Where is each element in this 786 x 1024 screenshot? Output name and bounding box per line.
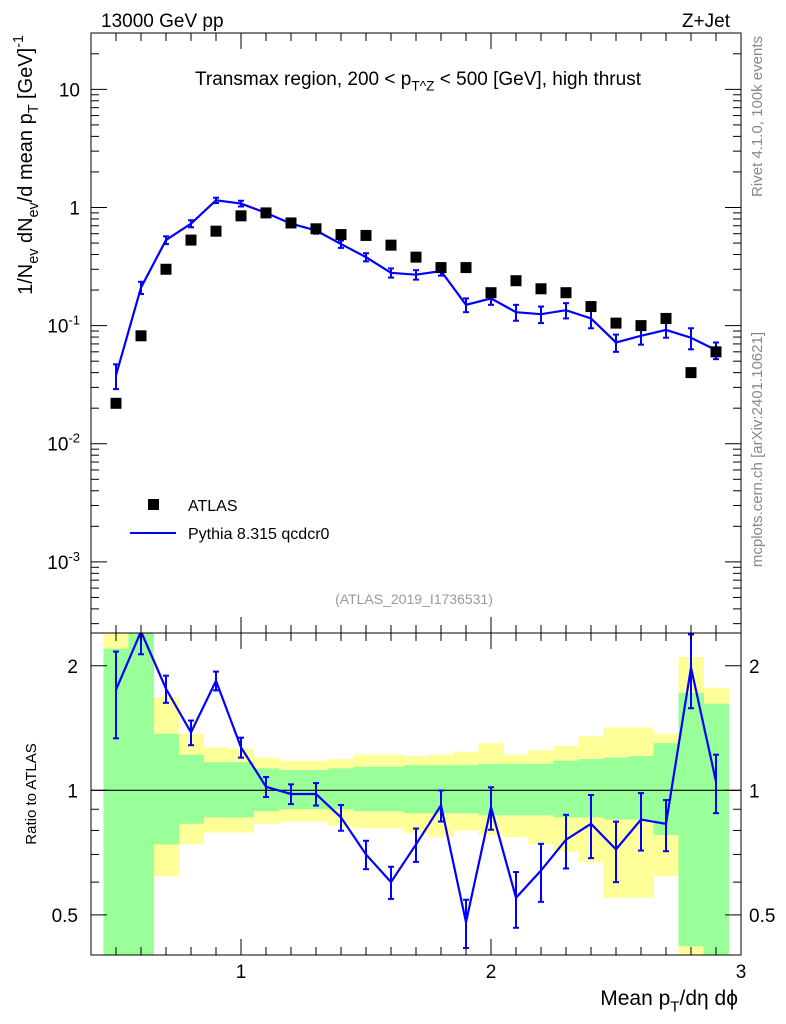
atlas-marker [260,207,272,219]
atlas-marker [535,283,547,295]
legend: ATLAS Pythia 8.315 qcdcr0 [130,498,330,543]
ratio-series [113,633,719,949]
x-tick-label: 2 [486,962,497,983]
ratio-y-tick-label-right: 2 [749,657,760,678]
ratio-y-axis-label: Ratio to ATLAS [23,743,40,844]
main-y-axis-label: 1/Nev dNev/d mean pT [GeV]-1 [11,35,42,295]
inner-band-bin [678,692,704,947]
inner-band-bin [703,703,729,955]
mcplots-label: mcplots.cern.ch [arXiv:2401.10621] [749,332,766,567]
inner-band-bin [328,768,354,810]
atlas-marker [410,251,422,263]
atlas-marker [460,262,472,274]
legend-atlas-label: ATLAS [188,498,238,515]
x-tick-labels: 1 2 3 [236,962,747,983]
atlas-marker [210,225,222,237]
inner-band-bin [178,754,204,824]
ratio-y-tick-label-right: 0.5 [749,906,775,927]
ratio-panel: 0.5 0.5 1 1 2 2 1 2 3 Ratio to ATLAS Mean pT/dη… [23,632,776,1015]
atlas-marker [160,263,172,275]
main-y-tick-label: 10 [59,80,80,101]
atlas-marker [285,217,297,229]
atlas-marker [560,287,572,299]
atlas-marker [110,397,122,409]
atlas-marker [635,320,647,332]
atlas-marker [135,330,147,342]
atlas-marker [610,317,622,329]
atlas-marker [660,312,672,324]
atlas-marker [310,223,322,235]
atlas-marker [235,210,247,222]
atlas-series [110,207,722,409]
atlas-marker [185,234,197,246]
uncertainty-band-inner [103,633,729,955]
ratio-y-tick-label-right: 1 [749,781,760,802]
main-frame [90,32,742,634]
atlas-marker [435,262,447,274]
atlas-marker [385,239,397,251]
inner-band-bin [603,757,629,820]
inner-band-bin [403,765,429,814]
atlas-marker [360,229,372,241]
main-y-tick-labels: 10-3 10-2 10-1 1 10 [47,80,80,574]
atlas-marker [335,229,347,241]
main-y-tick-label: 1 [69,198,80,219]
x-tick-label: 3 [736,962,747,983]
inner-band-bin [553,760,579,818]
pythia-line [114,199,717,376]
legend-pythia-label: Pythia 8.315 qcdcr0 [188,526,330,543]
ratio-y-tick-label-left: 0.5 [52,906,78,927]
x-tick-label: 1 [236,962,247,983]
inner-band-bin [153,733,179,845]
legend-atlas-marker [148,499,159,510]
inner-band-bin [353,766,379,812]
rivet-label: Rivet 4.1.0, 100k events [749,36,766,197]
energy-label: 13000 GeV pp [101,11,224,32]
main-panel: 10-3 10-2 10-1 1 10 Transmax region, 200 < p… [11,32,742,634]
atlas-marker [510,275,522,287]
x-axis-label: Mean pT/dη dϕ [600,987,738,1015]
ratio-y-tick-label-left: 1 [67,781,78,802]
inner-band-bin [528,763,554,816]
main-axis-ticks [91,32,742,633]
inner-band-bin [503,763,529,816]
inner-band-bin [453,765,479,814]
main-y-tick-label: 10-1 [47,313,80,338]
main-y-tick-label: 10-3 [47,549,80,574]
plot-title: Transmax region, 200 < pT^Z < 500 [GeV],… [195,69,642,94]
ratio-frame [90,632,742,956]
main-y-tick-label: 10-2 [47,431,80,456]
inner-band-bin [128,633,154,955]
ratio-y-tick-labels: 0.5 0.5 1 1 2 2 [52,657,776,927]
atlas-marker [685,367,697,379]
atlas-marker [585,301,597,313]
process-label: Z+Jet [682,11,731,32]
ratio-y-tick-label-left: 2 [67,657,78,678]
inner-band-bin [378,766,404,812]
atlas-marker [485,287,497,299]
ratio-axis-ticks [91,633,742,956]
pythia-series [113,196,719,391]
atlas-marker [710,346,722,358]
analysis-watermark: (ATLAS_2019_I1736531) [335,591,493,607]
